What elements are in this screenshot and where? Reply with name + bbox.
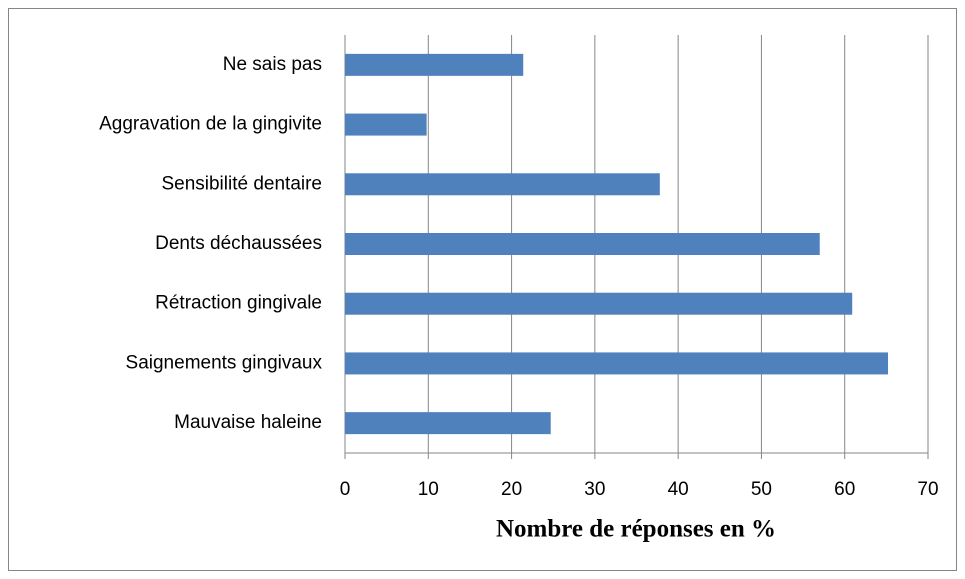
chart-frame — [8, 8, 957, 571]
bar — [345, 292, 853, 315]
x-tick-label: 30 — [584, 479, 605, 500]
y-tick-label: Rétraction gingivale — [155, 293, 322, 314]
y-tick-label: Sensibilité dentaire — [161, 173, 322, 194]
x-tick-label: 40 — [668, 479, 689, 500]
y-tick-label: Saignements gingivaux — [126, 352, 323, 373]
bar — [345, 412, 551, 435]
x-tick-label: 0 — [340, 479, 351, 500]
y-tick-label: Ne sais pas — [223, 54, 322, 75]
y-tick-label: Aggravation de la gingivite — [99, 114, 322, 135]
x-tick-label: 10 — [418, 479, 439, 500]
y-tick-label: Mauvaise haleine — [174, 412, 322, 433]
x-axis-title: Nombre de réponses en % — [496, 516, 776, 543]
x-tick-label: 50 — [751, 479, 772, 500]
bar — [345, 173, 660, 196]
bar — [345, 113, 427, 136]
y-tick-label: Dents déchaussées — [155, 233, 322, 254]
x-tick-label: 70 — [917, 479, 938, 500]
bar — [345, 53, 524, 76]
x-tick-label: 60 — [834, 479, 855, 500]
bar — [345, 352, 889, 375]
x-tick-label: 20 — [501, 479, 522, 500]
bar — [345, 233, 820, 255]
